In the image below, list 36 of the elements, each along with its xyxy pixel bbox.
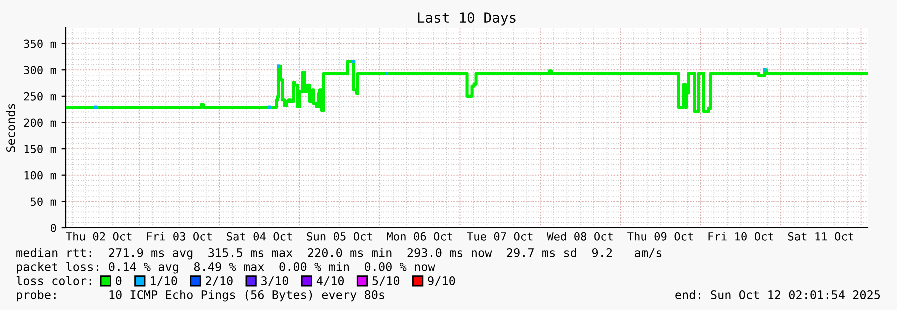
x-tick-label: Thu 09 Oct — [628, 232, 694, 241]
text: packet loss: 0.14 % avg 8.49 % max 0.00 % min 0.00 % now — [17, 262, 436, 274]
legend-label: 5/10 — [372, 276, 400, 286]
point — [385, 72, 388, 76]
y-tick-label: 350 m — [24, 40, 56, 48]
x-tick-label: Thu 02 Oct — [66, 232, 132, 241]
y-tick-label: 50 m — [30, 198, 56, 206]
x-tick-label: Mon 06 Oct — [387, 232, 453, 241]
x-tick-label: Fri 10 Oct — [708, 232, 774, 241]
x-tick-label: Wed 08 Oct — [547, 232, 613, 241]
y-tick-label: 300 m — [24, 66, 56, 75]
legend-label: 9/10 — [428, 276, 456, 286]
y-tick-label: 250 m — [24, 92, 56, 101]
legend-label: 2/10 — [206, 276, 233, 286]
legend-label: 3/10 — [262, 276, 288, 286]
chart-title: Last 10 Days — [418, 12, 516, 26]
x-tick-label: Fri 03 Oct — [147, 232, 212, 241]
x-tick-label: Sat 11 Oct — [788, 232, 854, 241]
y-axis-title: Seconds — [6, 104, 16, 152]
point — [268, 106, 272, 110]
text: median rtt: 271.9 ms avg 315.5 ms max 220.0 ms min 293.0 ms now 29.7 ms sd 9.2 am/s — [16, 248, 662, 260]
text: probe: 10 ICMP Echo Pings (56 Bytes) every 80s — [17, 290, 384, 302]
x-tick-label: Sat 04 Oct — [227, 232, 292, 241]
point — [277, 64, 281, 68]
y-tick-label: 150 m — [24, 145, 56, 154]
legend-label: 4/10 — [316, 276, 344, 286]
point — [763, 68, 767, 72]
x-tick-label: Tue 07 Oct — [467, 232, 533, 241]
y-tick-label: 200 m — [24, 118, 56, 128]
y-tick-label: 100 m — [24, 171, 56, 180]
y-tick-label: 0 — [51, 224, 56, 232]
legend-label: 1/10 — [151, 276, 178, 286]
legend-label: 0 — [116, 276, 122, 286]
text: end: Sun Oct 12 02:01:54 2025 — [676, 290, 880, 300]
legend-title: loss color: — [16, 276, 92, 286]
x-tick-label: Sun 05 Oct — [307, 232, 372, 241]
